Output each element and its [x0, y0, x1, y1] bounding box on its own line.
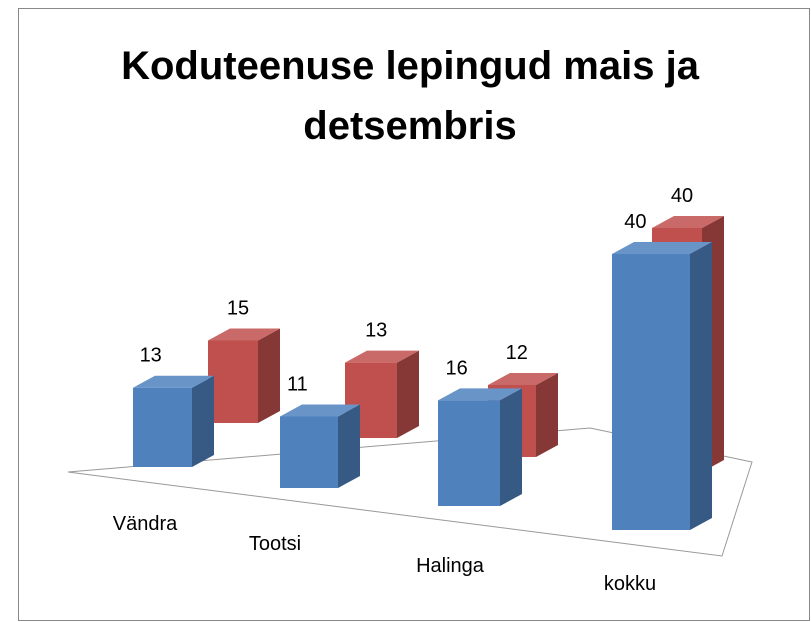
bar-top	[438, 388, 522, 401]
x-tick-label: Vändra	[113, 513, 178, 535]
bar-side	[690, 242, 712, 530]
bar-top	[652, 216, 724, 228]
data-label: 12	[506, 342, 528, 364]
bar-top	[280, 404, 360, 417]
data-label: 16	[445, 357, 467, 379]
data-label: 11	[287, 374, 308, 396]
bar-side	[536, 373, 558, 457]
bar-side	[192, 375, 214, 467]
data-label: 13	[365, 320, 387, 342]
x-tick-label: kokku	[604, 573, 656, 595]
bar-side	[338, 404, 360, 488]
data-label: 13	[140, 345, 162, 367]
bar-top	[208, 328, 280, 341]
bar-top	[488, 373, 558, 385]
chart-title: Koduteenuse lepingud mais ja detsembris	[121, 44, 699, 148]
x-tick-label: Halinga	[416, 555, 485, 577]
chart-border	[18, 8, 810, 621]
floor	[67, 427, 753, 557]
bar-side	[397, 350, 419, 438]
bar-side	[258, 328, 280, 423]
bar-front	[133, 387, 192, 467]
data-label: 15	[227, 298, 249, 320]
bar-front	[612, 254, 690, 530]
data-label: 40	[624, 211, 646, 233]
bar-front	[438, 400, 500, 506]
x-tick-label: Tootsi	[249, 533, 301, 555]
bar-front	[280, 416, 338, 488]
bar	[280, 404, 360, 488]
bar	[133, 375, 214, 467]
bar-top	[133, 375, 214, 388]
data-label: 40	[671, 185, 693, 207]
bar	[438, 388, 522, 506]
bar-front	[208, 340, 258, 423]
bar-side	[500, 388, 522, 506]
bar	[612, 242, 712, 530]
bar-top	[612, 242, 712, 254]
bar	[208, 328, 280, 423]
bar-top	[345, 350, 419, 363]
